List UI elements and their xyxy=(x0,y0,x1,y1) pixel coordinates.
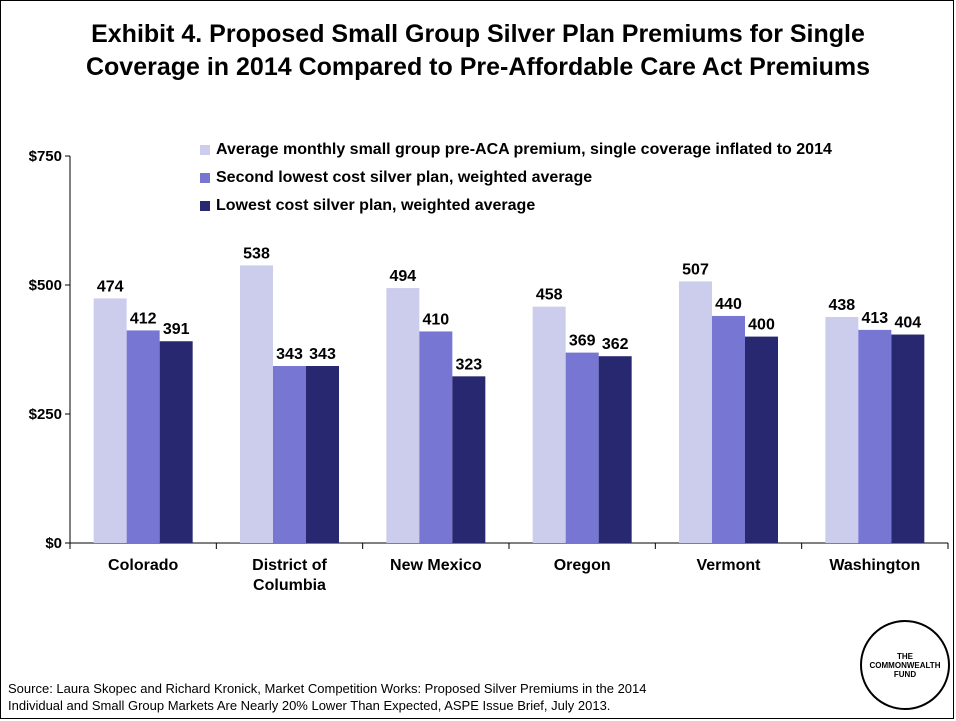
bar-colorado-series-2 xyxy=(159,341,193,543)
bar-washington-series-2 xyxy=(891,334,925,543)
bar-colorado-series-0 xyxy=(93,298,127,543)
data-label: 410 xyxy=(422,311,449,328)
data-label: 412 xyxy=(130,310,157,327)
data-label: 343 xyxy=(276,346,303,363)
data-label: 474 xyxy=(97,278,124,295)
bar-oregon-series-2 xyxy=(598,356,632,543)
data-label: 323 xyxy=(455,356,482,373)
data-label: 494 xyxy=(389,268,416,285)
bar-district-of-columbia-series-2 xyxy=(306,366,339,543)
y-tick-label: $750 xyxy=(29,148,62,165)
data-label: 391 xyxy=(163,321,190,338)
logo-line-1: THE xyxy=(897,651,913,661)
data-label: 458 xyxy=(536,287,563,304)
data-label: 362 xyxy=(602,336,629,353)
data-label: 400 xyxy=(748,317,775,334)
data-label: 438 xyxy=(828,297,855,314)
bar-vermont-series-1 xyxy=(712,315,745,543)
x-tick-label: Colorado xyxy=(108,557,178,574)
bar-oregon-series-0 xyxy=(532,306,566,543)
logo-line-2: COMMONWEALTH xyxy=(869,660,941,670)
data-label: 538 xyxy=(243,245,270,262)
logo-line-3: FUND xyxy=(893,669,917,679)
legend-swatch-pre-aca xyxy=(200,145,210,155)
legend-label-pre-aca: Average monthly small group pre-ACA prem… xyxy=(216,141,832,158)
bar-oregon-series-1 xyxy=(565,352,599,543)
chart-title-line-1: Exhibit 4. Proposed Small Group Silver P… xyxy=(91,20,865,48)
legend-label-second-lowest: Second lowest cost silver plan, weighted… xyxy=(216,169,593,186)
source-note: Source: Laura Skopec and Richard Kronick… xyxy=(8,680,647,714)
legend-swatch-lowest xyxy=(200,201,210,211)
y-tick-label: $500 xyxy=(29,277,62,294)
data-label: 507 xyxy=(682,261,709,278)
x-tick-label: Washington xyxy=(829,557,920,574)
data-label: 413 xyxy=(861,310,888,327)
chart-legend: Average monthly small group pre-ACA prem… xyxy=(200,136,832,220)
bar-vermont-series-2 xyxy=(745,336,778,543)
commonwealth-fund-logo: THE COMMONWEALTH FUND xyxy=(860,620,950,710)
source-note-line-1: Source: Laura Skopec and Richard Kronick… xyxy=(8,681,647,696)
bar-district-of-columbia-series-0 xyxy=(240,265,273,543)
bar-district-of-columbia-series-1 xyxy=(273,366,306,543)
y-tick-label: $250 xyxy=(29,406,62,423)
x-tick-label: District of xyxy=(252,557,327,574)
x-tick-label: Oregon xyxy=(554,557,611,574)
source-note-line-2: Individual and Small Group Markets Are N… xyxy=(8,698,611,713)
bar-vermont-series-0 xyxy=(679,281,712,543)
data-label: 343 xyxy=(309,346,336,363)
y-tick-label: $0 xyxy=(45,535,62,552)
bar-colorado-series-1 xyxy=(126,330,160,543)
bar-new-mexico-series-0 xyxy=(386,288,420,543)
bar-washington-series-1 xyxy=(858,329,892,543)
x-tick-label: Vermont xyxy=(696,557,761,574)
legend-item-second-lowest: Second lowest cost silver plan, weighted… xyxy=(200,164,832,192)
legend-item-pre-aca: Average monthly small group pre-ACA prem… xyxy=(200,136,832,164)
bar-new-mexico-series-1 xyxy=(419,331,453,543)
data-label: 404 xyxy=(894,315,921,332)
legend-label-lowest: Lowest cost silver plan, weighted averag… xyxy=(216,197,536,214)
data-label: 440 xyxy=(715,296,742,313)
bar-washington-series-0 xyxy=(825,316,859,543)
bar-new-mexico-series-2 xyxy=(452,376,486,543)
x-tick-label: Columbia xyxy=(253,577,326,594)
x-tick-label: New Mexico xyxy=(390,557,482,574)
chart-title-line-2: Coverage in 2014 Compared to Pre-Afforda… xyxy=(85,53,871,81)
legend-swatch-second-lowest xyxy=(200,173,210,183)
chart-title: Exhibit 4. Proposed Small Group Silver P… xyxy=(30,18,926,84)
data-label: 369 xyxy=(569,333,596,350)
legend-item-lowest: Lowest cost silver plan, weighted averag… xyxy=(200,192,832,220)
